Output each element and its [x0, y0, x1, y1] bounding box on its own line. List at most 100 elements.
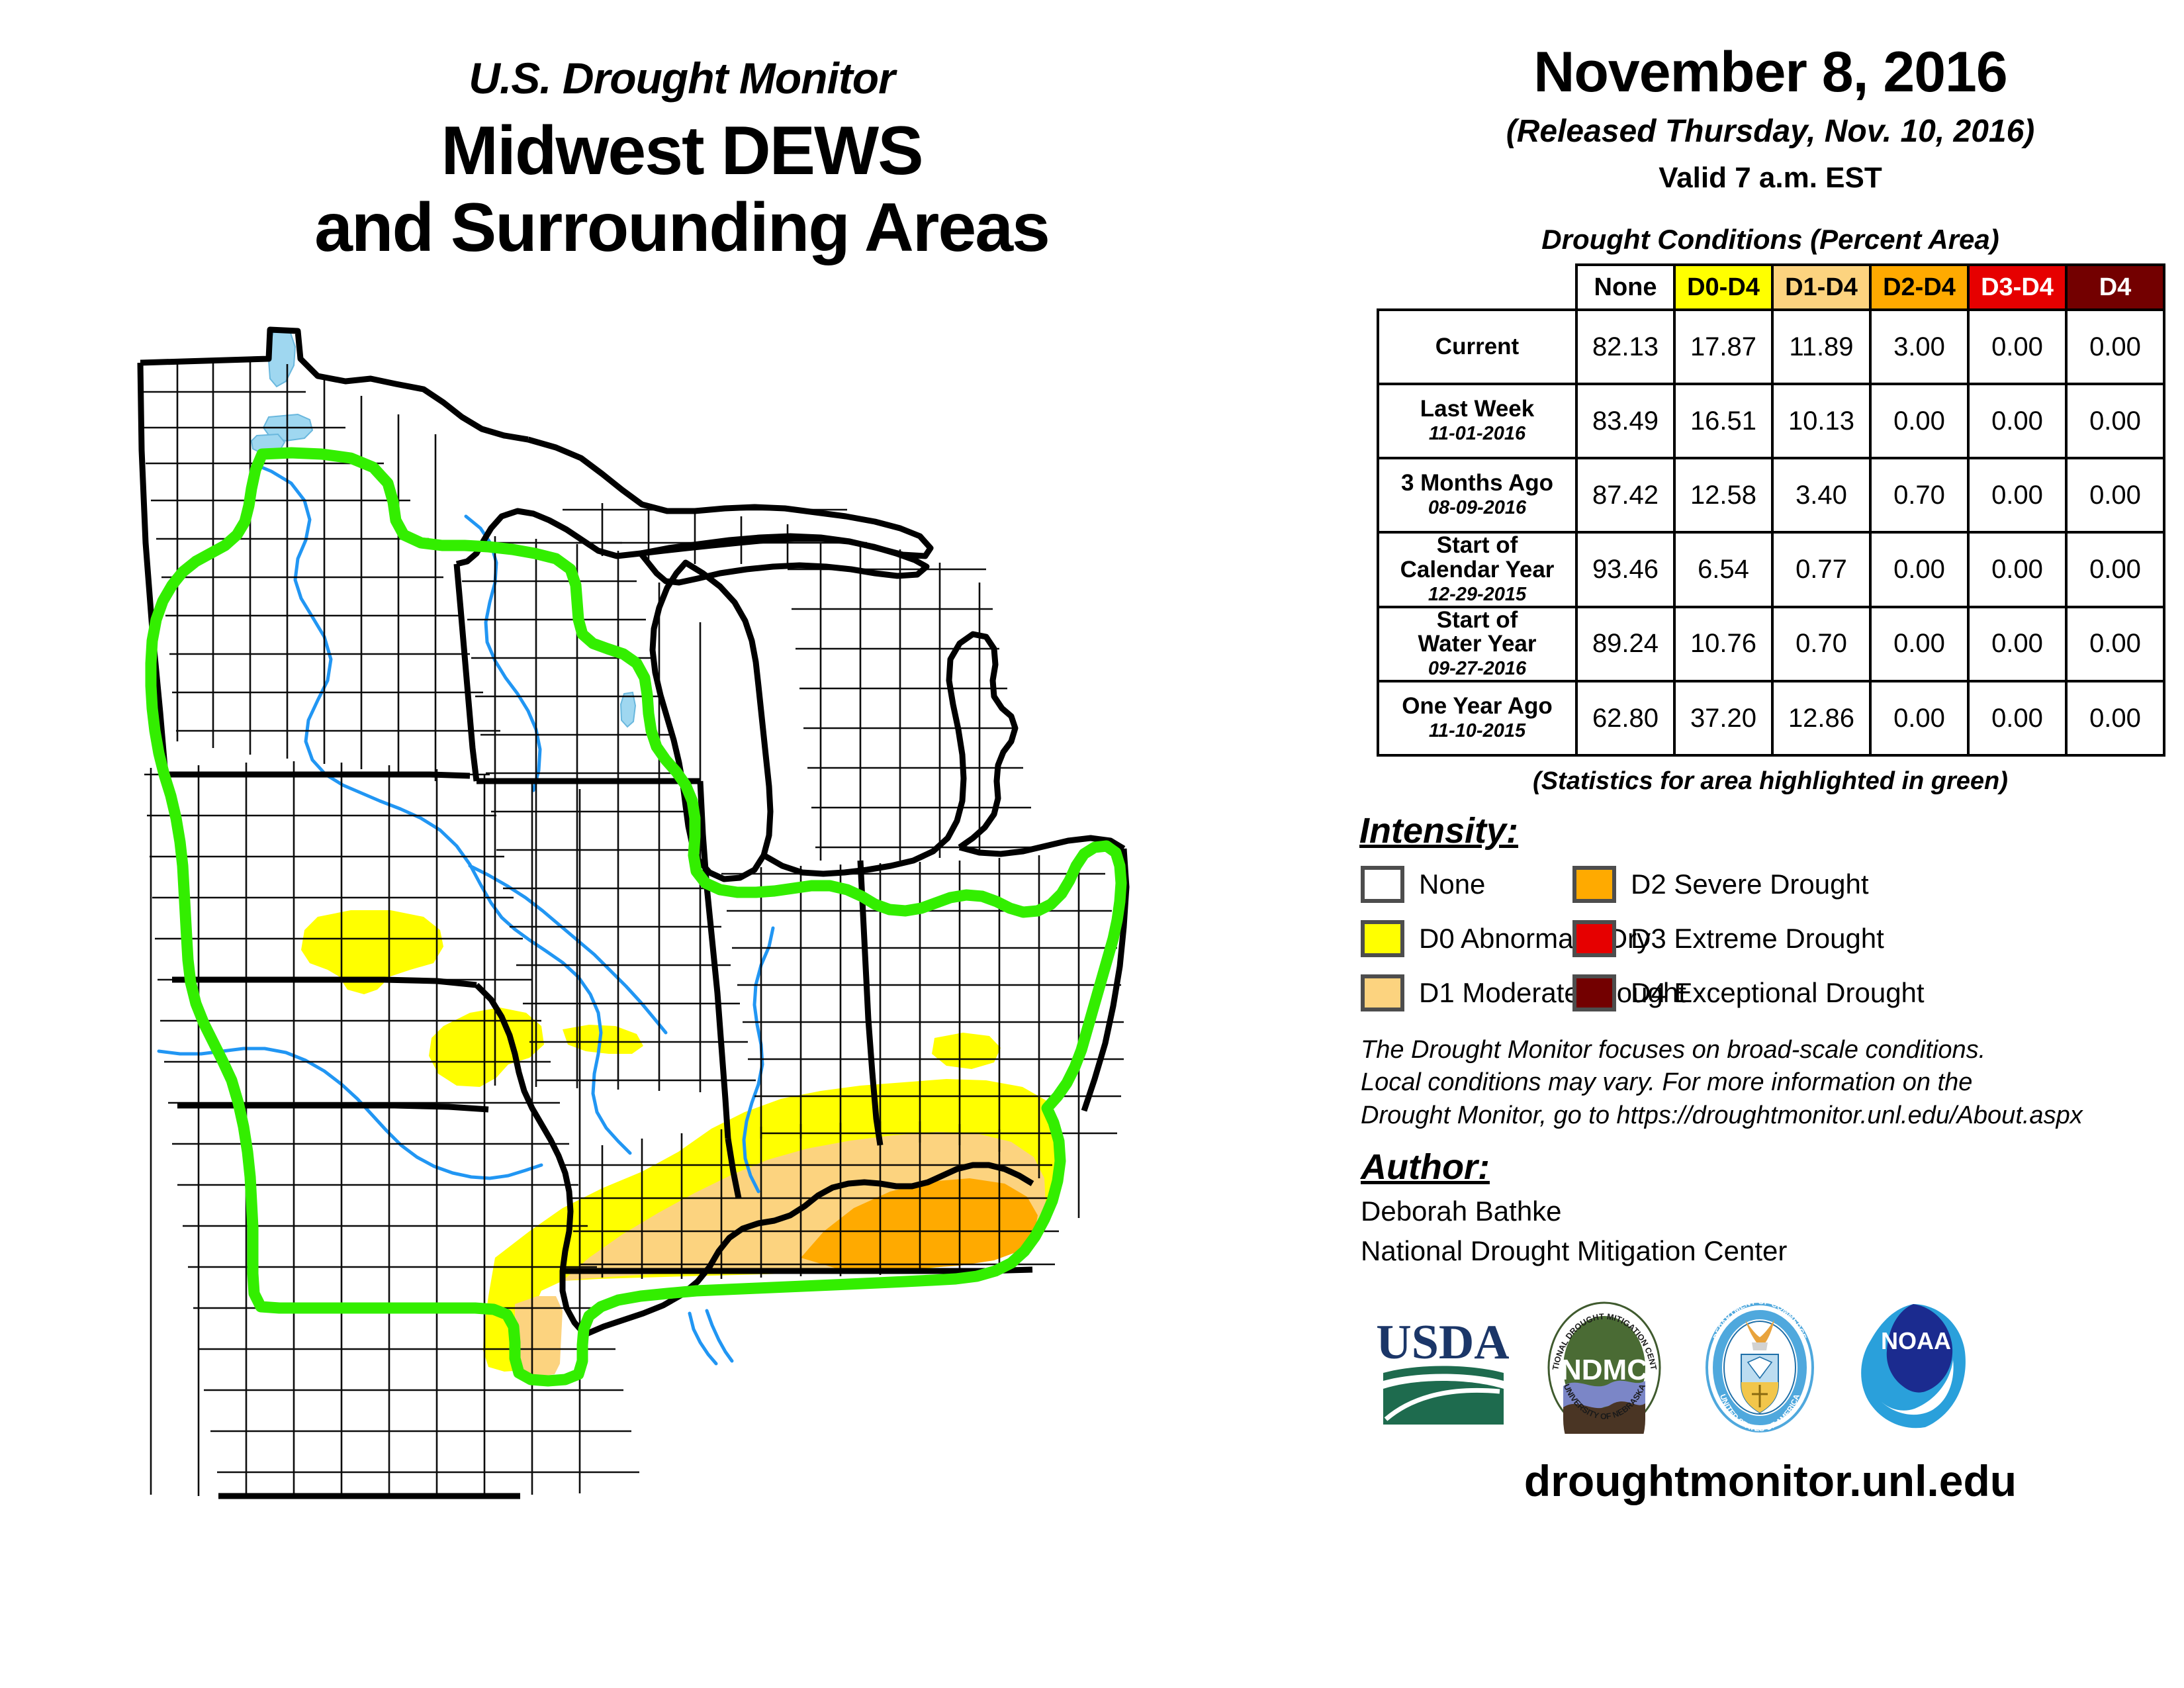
- counties-minnesota: [140, 359, 500, 781]
- cell-d2d4: 3.00: [1869, 308, 1970, 385]
- table-header-row: None D0-D4 D1-D4 D2-D4 D3-D4 D4: [1378, 263, 2165, 311]
- legend-item-none: None: [1361, 866, 1572, 903]
- state-outline-michigan-up: [637, 536, 930, 586]
- row-label-last-week: Last Week 11-01-2016: [1377, 383, 1578, 459]
- org-title: U.S. Drought Monitor: [469, 54, 895, 103]
- cell-d3d4: 0.00: [1967, 605, 2068, 682]
- cell-d1d4: 12.86: [1771, 680, 1872, 757]
- table-row: Start of Water Year 09-27-2016 89.24 10.…: [1377, 605, 2165, 682]
- state-border-in-oh: [857, 860, 884, 1146]
- cell-d3d4: 0.00: [1967, 457, 2068, 534]
- cell-d0d4: 6.54: [1673, 531, 1774, 608]
- release-date: (Released Thursday, Nov. 10, 2016): [1506, 114, 2035, 149]
- cell-none: 87.42: [1575, 457, 1676, 534]
- cell-d0d4: 16.51: [1673, 383, 1774, 459]
- table-row: One Year Ago 11-10-2015 62.80 37.20 12.8…: [1377, 680, 2165, 757]
- website-url[interactable]: droughtmonitor.unl.edu: [1524, 1456, 2017, 1506]
- table-caption: Drought Conditions (Percent Area): [1541, 224, 1999, 255]
- wabash-river: [742, 926, 775, 1194]
- swatch-d0-icon: [1361, 920, 1404, 957]
- disclaimer: The Drought Monitor focuses on broad-sca…: [1361, 1034, 2184, 1132]
- state-border-missouri-east: [474, 982, 588, 1336]
- row-label-start-water-year: Start of Water Year 09-27-2016: [1377, 605, 1578, 682]
- cell-d1d4: 0.77: [1771, 531, 1872, 608]
- mississippi-river-upper: [253, 463, 632, 1155]
- cell-d4: 0.00: [2065, 605, 2165, 682]
- intensity-legend: None D2 Severe Drought D0 Abnormally Dry…: [1361, 866, 2184, 1011]
- disclaimer-line-2: Local conditions may vary. For more info…: [1361, 1068, 1973, 1097]
- table-row: Current 82.13 17.87 11.89 3.00 0.00 0.00: [1377, 308, 2165, 385]
- legend-item-d4: D4 Exceptional Drought: [1572, 974, 2003, 1011]
- svg-text:NDMC: NDMC: [1561, 1354, 1648, 1386]
- valid-time: Valid 7 a.m. EST: [1659, 162, 1882, 194]
- disclaimer-line-3[interactable]: Drought Monitor, go to https://droughtmo…: [1361, 1101, 2083, 1129]
- state-border-wi-mi: [453, 563, 480, 782]
- cell-d3d4: 0.00: [1967, 308, 2068, 385]
- col-header-d0d4: D0-D4: [1673, 263, 1774, 311]
- state-outline-michigan-lp: [762, 631, 1019, 877]
- state-border-minnesota-west: [137, 362, 169, 775]
- row-label-one-year-ago: One Year Ago 11-10-2015: [1377, 680, 1578, 757]
- col-header-d4: D4: [2065, 263, 2165, 311]
- dews-boundary-layer: [145, 447, 1127, 1387]
- cell-d3d4: 0.00: [1967, 531, 2068, 608]
- lake-michigan-shore: [649, 559, 774, 882]
- header-spacer: [1378, 265, 1576, 310]
- dews-region-outline: [145, 447, 1127, 1387]
- col-header-none: None: [1575, 263, 1676, 311]
- d0-area-missouri: [429, 1008, 544, 1087]
- table-row: Start of Calendar Year 12-29-2015 93.46 …: [1377, 531, 2165, 608]
- region-title-line1: Midwest DEWS: [441, 113, 923, 189]
- state-border-ia-mo: [172, 976, 477, 988]
- cell-d2d4: 0.00: [1869, 605, 1970, 682]
- d0-area-illinois: [563, 1025, 643, 1054]
- info-panel: November 8, 2016 (Released Thursday, Nov…: [1357, 40, 2184, 1506]
- state-border-in-ky: [725, 1138, 742, 1199]
- row-label-current: Current: [1377, 308, 1578, 385]
- cell-none: 83.49: [1575, 383, 1676, 459]
- d1-area-bootheel: [515, 1296, 563, 1377]
- cell-none: 93.46: [1575, 531, 1676, 608]
- wisconsin-river: [464, 514, 542, 792]
- cell-d4: 0.00: [2065, 308, 2165, 385]
- cell-d1d4: 0.70: [1771, 605, 1872, 682]
- cell-d3d4: 0.00: [1967, 383, 2068, 459]
- cell-d0d4: 37.20: [1673, 680, 1774, 757]
- agency-logos: USDA NDMC: [1376, 1294, 2184, 1472]
- author-name: Deborah Bathke: [1361, 1196, 1562, 1227]
- water-layer: [250, 330, 637, 728]
- col-header-d2d4: D2-D4: [1869, 263, 1970, 311]
- region-title-line2: and Surrounding Areas: [314, 189, 1050, 267]
- disclaimer-line-1: The Drought Monitor focuses on broad-sca…: [1361, 1036, 1986, 1064]
- title-block: U.S. Drought Monitor Midwest DEWS and Su…: [119, 53, 1244, 267]
- cell-d2d4: 0.00: [1869, 383, 1970, 459]
- author-affiliation: National Drought Mitigation Center: [1361, 1235, 1788, 1267]
- col-header-d1d4: D1-D4: [1771, 263, 1872, 311]
- cell-d4: 0.00: [2065, 531, 2165, 608]
- cell-none: 82.13: [1575, 308, 1676, 385]
- legend-item-d3: D3 Extreme Drought: [1572, 920, 2003, 957]
- state-border-ne-ks: [177, 1102, 489, 1113]
- swatch-d4-icon: [1572, 974, 1616, 1011]
- table-footnote: (Statistics for area highlighted in gree…: [1533, 767, 2008, 795]
- ndmc-logo-icon: NDMC NATIONAL DROUGHT MITIGATION CENTER …: [1540, 1294, 1666, 1472]
- row-label-start-calendar-year: Start of Calendar Year 12-29-2015: [1377, 531, 1578, 608]
- report-date: November 8, 2016: [1533, 40, 2007, 104]
- legend-item-d1: D1 Moderate Drought: [1361, 974, 1686, 1011]
- swatch-d3-icon: [1572, 920, 1616, 957]
- cell-d1d4: 3.40: [1771, 457, 1872, 534]
- lake-erie-shore: [958, 835, 1126, 857]
- state-outline-minnesota: [140, 326, 529, 443]
- row-label-three-months-ago: 3 Months Ago 08-09-2016: [1377, 457, 1578, 534]
- state-border-mn-ia: [165, 771, 471, 779]
- legend-item-d0: D0 Abnormally Dry: [1361, 920, 1651, 957]
- svg-text:NOAA: NOAA: [1881, 1327, 1951, 1354]
- cell-d3d4: 0.00: [1967, 680, 2068, 757]
- d0-area-nebraska: [301, 910, 443, 994]
- drought-map[interactable]: [99, 318, 1291, 1635]
- doc-logo-icon: DEPARTMENT OF COMMERCE UNITED STATES OF …: [1700, 1297, 1819, 1437]
- swatch-d2-icon: [1572, 866, 1616, 903]
- cell-d4: 0.00: [2065, 680, 2165, 757]
- kentucky-lake-river: [688, 1309, 734, 1366]
